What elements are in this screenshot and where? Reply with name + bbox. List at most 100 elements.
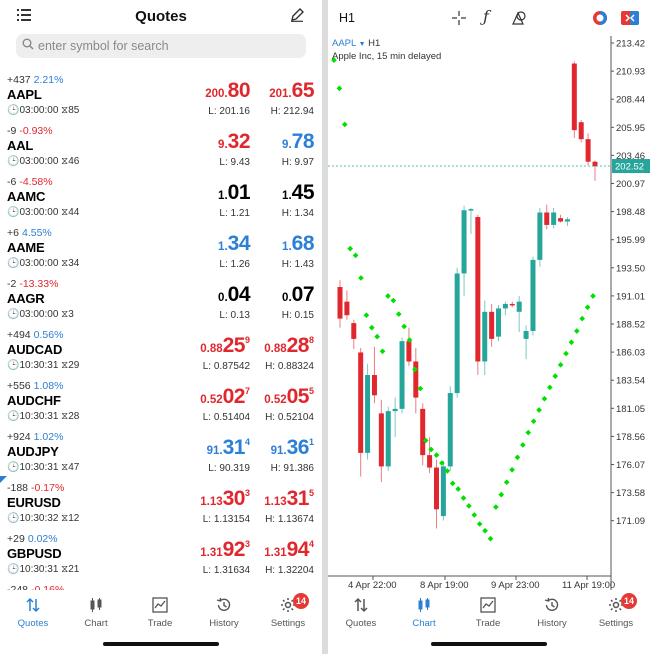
sar-dot (590, 293, 596, 299)
quote-time: 10:30:31 (19, 462, 59, 473)
clock-icon: 🕒 (7, 309, 20, 320)
quote-row[interactable]: +29 0.02% GBPUSD 🕒10:30:31 ⧖21 1.31923 1.3194… (0, 530, 322, 581)
change-points: -9 -0.93% (7, 125, 53, 137)
trade-toggle-icon[interactable] (621, 11, 639, 29)
tab-label: Settings (598, 618, 634, 629)
tab-label: Trade (475, 618, 501, 629)
candle (337, 280, 343, 328)
pencil-icon[interactable] (290, 8, 304, 26)
quote-row[interactable]: +924 1.02% AUDJPY 🕒10:30:31 ⧖47 91.314 91.361… (0, 428, 322, 479)
tab-quotes[interactable]: Quotes (1, 597, 65, 629)
change-points: -6 -4.58% (7, 176, 53, 188)
current-price-label: 202.52 (615, 162, 644, 173)
sar-dot (390, 297, 397, 304)
ask-small: 1.13 (264, 496, 287, 508)
high-price: H: 1.13674 (265, 514, 314, 525)
change-points: -248 -0.16% (7, 584, 64, 590)
sar-dot (374, 333, 380, 340)
change-value: +556 (7, 380, 31, 392)
bid-big: 01 (227, 181, 251, 204)
change-percent: 2.21% (33, 74, 64, 86)
quote-row[interactable]: -9 -0.93% AAL 🕒03:00:00 ⧖46 9.32 9.78 L: 9.43 H… (0, 122, 322, 173)
candle-body (420, 408, 426, 456)
quote-row[interactable]: +556 1.08% AUDCHF 🕒10:30:31 ⧖28 0.52027 0.520… (0, 377, 322, 428)
y-tick-label: 183.54 (616, 376, 645, 387)
candle-body (406, 341, 412, 362)
y-tick-label: 171.09 (616, 516, 645, 527)
candle-body (427, 455, 433, 468)
search-input[interactable]: enter symbol for search (16, 34, 306, 58)
quote-row[interactable]: -248 -0.16% (0, 581, 322, 590)
candle (371, 346, 377, 404)
candle-body (399, 341, 405, 409)
y-tick-label: 198.48 (616, 207, 645, 218)
objects-icon[interactable] (511, 10, 527, 29)
candle (544, 204, 550, 230)
timeframe-button[interactable]: H1 (339, 11, 355, 25)
crosshair-icon[interactable] (452, 11, 466, 29)
chart-symbol[interactable]: AAPL (332, 38, 356, 49)
account-toggle-icon[interactable] (592, 10, 608, 30)
trend-icon (128, 597, 192, 615)
tab-settings[interactable]: Settings (256, 597, 320, 629)
list-edit-icon[interactable] (17, 9, 31, 25)
tab-quotes[interactable]: Quotes (329, 597, 393, 629)
clock-icon: 🕒 (7, 207, 20, 218)
bid-sup: 3 (244, 488, 250, 498)
tab-trade[interactable]: Trade (128, 597, 192, 629)
tab-trade[interactable]: Trade (456, 597, 520, 629)
candle-body (454, 273, 460, 394)
chart-header: H1 ƒ (328, 0, 650, 36)
search-placeholder: enter symbol for search (38, 39, 169, 53)
quote-meta: 🕒03:00:00 ⧖3 (7, 309, 74, 320)
candle-body (337, 286, 343, 319)
y-tick-label: 193.50 (616, 263, 645, 274)
change-points: +924 1.02% (7, 431, 63, 443)
symbol-name: AAMC (7, 189, 46, 204)
tab-chart[interactable]: Chart (392, 597, 456, 629)
ask-price: 1.45 (282, 181, 314, 205)
sar-dot (395, 311, 402, 317)
high-price: H: 212.94 (270, 106, 314, 117)
ask-small: 1. (282, 190, 292, 202)
quote-row[interactable]: -2 -13.33% AAGR 🕒03:00:00 ⧖3 0.04 0.07 L: 0.13… (0, 275, 322, 326)
high-price: H: 0.52104 (265, 412, 314, 423)
tab-history[interactable]: History (520, 597, 584, 629)
price-chart[interactable]: 213.42 210.93 208.44 205.95 203.46 200.97 198.… (328, 36, 650, 590)
symbol-dropdown-icon[interactable]: ▼ (358, 41, 366, 48)
tab-label: Quotes (17, 618, 49, 629)
indicators-icon[interactable]: ƒ (483, 7, 489, 26)
candle-body (371, 375, 377, 396)
change-value: +494 (7, 329, 31, 341)
tab-history[interactable]: History (192, 597, 256, 629)
change-points: +29 0.02% (7, 533, 58, 545)
candle (358, 347, 364, 477)
sar-dot (503, 479, 510, 486)
quote-meta: 🕒03:00:00 ⧖85 (7, 105, 79, 116)
change-percent: 4.55% (21, 227, 52, 239)
sar-dot (455, 486, 461, 492)
sar-dot (347, 245, 354, 252)
candle-body (351, 323, 357, 339)
quote-row[interactable]: +6 4.55% AAME 🕒03:00:00 ⧖34 1.34 1.68 L: 1.26 H… (0, 224, 322, 275)
tab-settings[interactable]: Settings (584, 597, 648, 629)
spread-value: 47 (68, 462, 80, 473)
home-indicator (103, 642, 219, 646)
bid-big: 34 (227, 232, 251, 255)
candle (571, 61, 577, 139)
bid-price: 1.34 (218, 232, 250, 256)
bid-price: 0.52027 (200, 385, 250, 409)
candle-body (440, 466, 446, 517)
quote-row[interactable]: +437 2.21% AAPL 🕒03:00:00 ⧖85 200.80 201.65 L:… (0, 71, 322, 122)
quote-row[interactable]: -188 -0.17% EURUSD 🕒10:30:32 ⧖12 1.13303 1.13… (0, 479, 322, 530)
tab-chart[interactable]: Chart (64, 597, 128, 629)
quote-row[interactable]: -6 -4.58% AAMC 🕒03:00:00 ⧖44 1.01 1.45 L: 1.21… (0, 173, 322, 224)
sar-dot (358, 275, 364, 281)
ask-big: 31 (286, 487, 310, 510)
quote-time: 10:30:31 (19, 564, 59, 575)
quote-row[interactable]: +494 0.56% AUDCAD 🕒10:30:31 ⧖29 0.88259 0.882… (0, 326, 322, 377)
low-price: L: 1.26 (219, 259, 250, 270)
candle (537, 207, 543, 267)
quote-time: 03:00:00 (19, 258, 59, 269)
bid-big: 30 (222, 487, 246, 510)
